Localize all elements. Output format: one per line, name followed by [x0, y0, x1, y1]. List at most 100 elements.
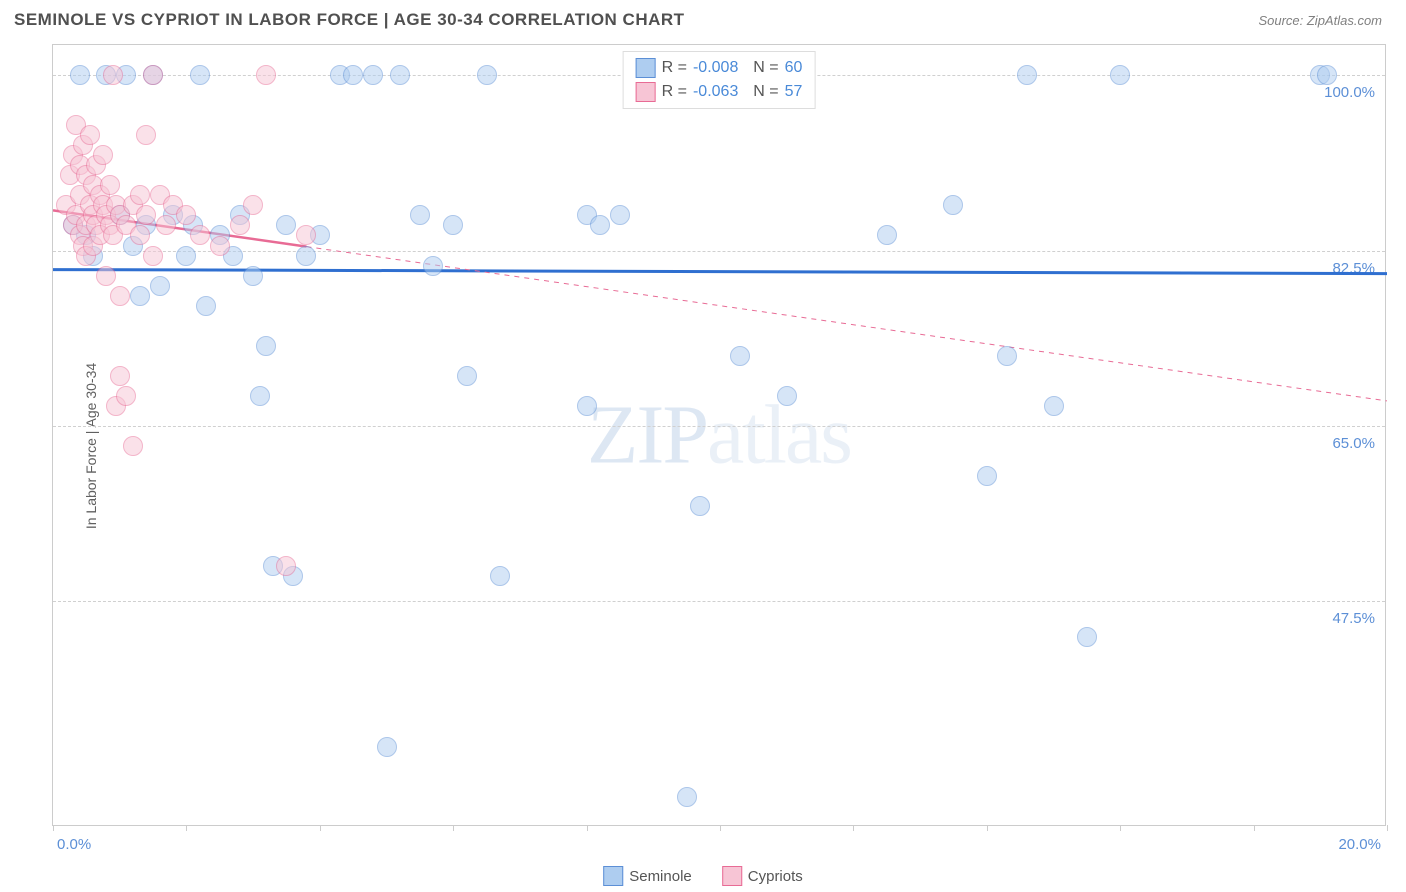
- n-label: N =: [744, 59, 778, 77]
- legend-label: Cypriots: [748, 868, 803, 885]
- data-point: [96, 266, 116, 286]
- x-axis-label-right: 20.0%: [1338, 836, 1381, 853]
- legend-swatch: [636, 58, 656, 78]
- legend-swatch: [722, 866, 742, 886]
- data-point: [410, 205, 430, 225]
- x-tick: [1387, 825, 1388, 831]
- x-tick: [53, 825, 54, 831]
- data-point: [110, 286, 130, 306]
- data-point: [250, 386, 270, 406]
- y-tick-label: 82.5%: [1332, 260, 1375, 277]
- n-value: 57: [785, 83, 803, 101]
- x-tick: [1120, 825, 1121, 831]
- data-point: [390, 65, 410, 85]
- data-point: [1317, 65, 1337, 85]
- bottom-legend: Seminole Cypriots: [603, 866, 803, 886]
- n-value: 60: [785, 59, 803, 77]
- legend-row: R = -0.008 N = 60: [636, 56, 803, 80]
- data-point: [943, 195, 963, 215]
- data-point: [577, 396, 597, 416]
- data-point: [190, 65, 210, 85]
- data-point: [100, 175, 120, 195]
- data-point: [136, 125, 156, 145]
- data-point: [490, 566, 510, 586]
- legend-item: Seminole: [603, 866, 692, 886]
- data-point: [977, 466, 997, 486]
- data-point: [130, 225, 150, 245]
- y-grid-line: 82.5%: [53, 251, 1385, 252]
- data-point: [877, 225, 897, 245]
- data-point: [443, 215, 463, 235]
- r-label: R =: [662, 59, 687, 77]
- data-point: [363, 65, 383, 85]
- data-point: [70, 65, 90, 85]
- data-point: [93, 145, 113, 165]
- data-point: [80, 125, 100, 145]
- y-tick-label: 47.5%: [1332, 610, 1375, 627]
- data-point: [610, 205, 630, 225]
- scatter-plot: ZIPatlas 100.0%82.5%65.0%47.5%0.0%20.0%R…: [52, 44, 1386, 826]
- data-point: [143, 65, 163, 85]
- correlation-legend: R = -0.008 N = 60R = -0.063 N = 57: [623, 51, 816, 109]
- y-tick-label: 100.0%: [1324, 84, 1375, 101]
- data-point: [296, 225, 316, 245]
- legend-swatch: [603, 866, 623, 886]
- r-value: -0.008: [693, 59, 738, 77]
- data-point: [243, 266, 263, 286]
- data-point: [677, 787, 697, 807]
- x-tick: [987, 825, 988, 831]
- chart-title: SEMINOLE VS CYPRIOT IN LABOR FORCE | AGE…: [14, 10, 685, 30]
- trend-lines: [53, 45, 1387, 827]
- x-tick: [720, 825, 721, 831]
- data-point: [477, 65, 497, 85]
- x-tick: [587, 825, 588, 831]
- data-point: [136, 205, 156, 225]
- data-point: [230, 215, 250, 235]
- data-point: [276, 556, 296, 576]
- data-point: [1044, 396, 1064, 416]
- data-point: [423, 256, 443, 276]
- r-label: R =: [662, 83, 687, 101]
- source-attribution: Source: ZipAtlas.com: [1258, 13, 1382, 28]
- data-point: [1110, 65, 1130, 85]
- x-tick: [853, 825, 854, 831]
- data-point: [123, 436, 143, 456]
- data-point: [256, 65, 276, 85]
- watermark: ZIPatlas: [587, 387, 851, 484]
- y-grid-line: 65.0%: [53, 426, 1385, 427]
- data-point: [377, 737, 397, 757]
- data-point: [590, 215, 610, 235]
- r-value: -0.063: [693, 83, 738, 101]
- legend-row: R = -0.063 N = 57: [636, 80, 803, 104]
- data-point: [103, 65, 123, 85]
- data-point: [457, 366, 477, 386]
- data-point: [143, 246, 163, 266]
- data-point: [210, 236, 230, 256]
- legend-label: Seminole: [629, 868, 692, 885]
- data-point: [997, 346, 1017, 366]
- x-tick: [1254, 825, 1255, 831]
- x-tick: [320, 825, 321, 831]
- data-point: [1077, 627, 1097, 647]
- data-point: [176, 246, 196, 266]
- legend-item: Cypriots: [722, 866, 803, 886]
- data-point: [130, 185, 150, 205]
- data-point: [130, 286, 150, 306]
- x-axis-label-left: 0.0%: [57, 836, 91, 853]
- x-tick: [186, 825, 187, 831]
- data-point: [110, 366, 130, 386]
- data-point: [116, 386, 136, 406]
- data-point: [156, 215, 176, 235]
- data-point: [190, 225, 210, 245]
- data-point: [1017, 65, 1037, 85]
- y-tick-label: 65.0%: [1332, 435, 1375, 452]
- data-point: [730, 346, 750, 366]
- chart-header: SEMINOLE VS CYPRIOT IN LABOR FORCE | AGE…: [0, 0, 1406, 40]
- data-point: [777, 386, 797, 406]
- data-point: [176, 205, 196, 225]
- data-point: [690, 496, 710, 516]
- data-point: [343, 65, 363, 85]
- data-point: [196, 296, 216, 316]
- n-label: N =: [744, 83, 778, 101]
- x-tick: [453, 825, 454, 831]
